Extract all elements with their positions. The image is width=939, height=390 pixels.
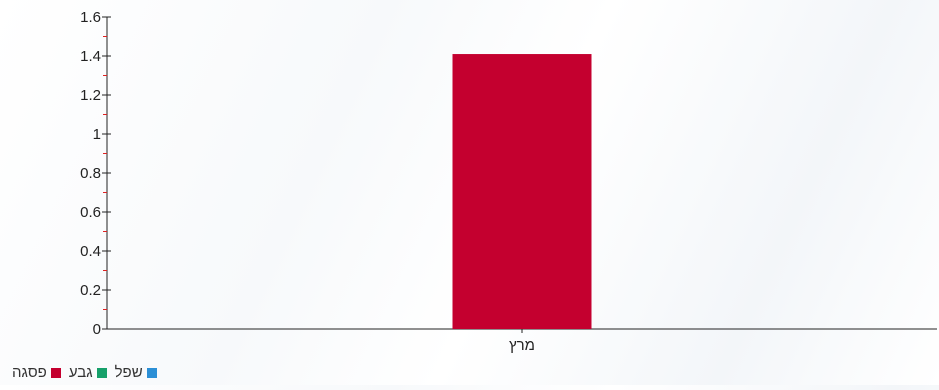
y-tick-label: 0.8 <box>80 165 101 182</box>
legend-label-peak: פסגה <box>12 364 47 381</box>
legend-item-low[interactable]: שפל <box>115 364 157 381</box>
y-tick-label: 0 <box>93 321 101 338</box>
legend: פסגה גבע שפל <box>12 364 157 381</box>
y-tick-label: 1.6 <box>80 9 101 26</box>
y-tick-label: 0.4 <box>80 243 101 260</box>
y-tick-label: 0.6 <box>80 204 101 221</box>
legend-item-peak[interactable]: פסגה <box>12 364 61 381</box>
legend-swatch-peak <box>50 367 61 378</box>
x-tick-label: מרץ <box>509 337 535 354</box>
legend-label-low: שפל <box>114 364 143 381</box>
y-tick-label: 1 <box>93 126 101 143</box>
y-tick-label: 0.2 <box>80 282 101 299</box>
legend-swatch-low <box>146 367 157 378</box>
legend-item-mid[interactable]: גבע <box>69 364 107 381</box>
legend-label-mid: גבע <box>68 364 93 381</box>
y-tick-label: 1.2 <box>80 87 101 104</box>
legend-swatch-mid <box>96 367 107 378</box>
bar-0-0 <box>452 54 592 330</box>
y-tick-label: 1.4 <box>80 48 101 65</box>
